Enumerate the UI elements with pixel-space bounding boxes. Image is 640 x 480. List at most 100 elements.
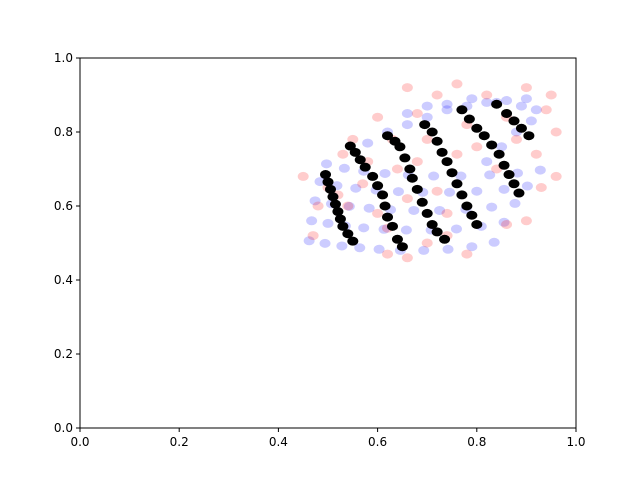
scatter-point: [411, 157, 423, 167]
scatter-point: [400, 225, 412, 235]
scatter-point: [431, 186, 443, 196]
scatter-point: [309, 196, 321, 206]
scatter-point: [501, 96, 513, 106]
scatter-point: [408, 205, 420, 215]
scatter-point: [418, 245, 430, 255]
scatter-point: [511, 168, 523, 178]
scatter-point: [349, 147, 361, 157]
scatter-point: [451, 179, 463, 189]
scatter-point: [441, 208, 453, 218]
scatter-point: [421, 112, 433, 122]
scatter-point: [399, 153, 411, 163]
scatter-point: [434, 205, 446, 215]
scatter-point: [493, 149, 505, 159]
y-tick-label: 0.4: [54, 273, 73, 287]
scatter-point: [463, 114, 475, 124]
scatter-point: [501, 109, 513, 118]
scatter-point: [520, 83, 532, 93]
scatter-point: [342, 229, 354, 239]
scatter-point: [379, 168, 391, 178]
scatter-point: [498, 217, 510, 227]
scatter-point: [545, 90, 557, 100]
scatter-point: [488, 237, 500, 247]
scatter-point: [431, 136, 443, 146]
scatter-point: [491, 99, 503, 109]
scatter-point: [481, 97, 493, 107]
scatter-point: [411, 109, 423, 118]
scatter-point: [329, 199, 341, 209]
scatter-point: [306, 216, 318, 226]
scatter-point: [421, 134, 433, 144]
scatter-point: [391, 234, 403, 244]
scatter-point: [378, 224, 390, 234]
scatter-point: [401, 120, 413, 130]
scatter-point: [421, 208, 433, 218]
plot-area-frame: [79, 57, 577, 429]
scatter-point: [455, 171, 467, 181]
scatter-point: [496, 142, 508, 152]
scatter-point: [508, 179, 520, 189]
scatter-point: [471, 186, 483, 196]
scatter-point: [382, 249, 394, 259]
scatter-point: [419, 120, 431, 130]
scatter-point: [391, 164, 403, 174]
x-tick-label: 0.6: [368, 435, 387, 449]
scatter-point: [530, 149, 542, 159]
scatter-point: [431, 90, 443, 100]
scatter-point: [441, 157, 453, 167]
scatter-point: [382, 212, 394, 222]
scatter-point: [321, 159, 333, 169]
scatter-point: [367, 171, 379, 181]
scatter-point: [471, 142, 483, 152]
scatter-point: [362, 138, 374, 148]
scatter-point: [451, 149, 463, 159]
scatter-point: [406, 173, 418, 183]
scatter-point: [466, 94, 478, 104]
y-tick-label: 0.2: [54, 347, 73, 361]
scatter-point: [523, 131, 535, 141]
scatter-point: [508, 116, 520, 126]
scatter-point: [520, 94, 532, 104]
scatter-point: [363, 203, 375, 213]
scatter-point: [372, 112, 384, 122]
scatter-point: [509, 198, 521, 208]
scatter-point: [357, 179, 369, 189]
scatter-point: [426, 127, 438, 137]
y-axis: 0.0 0.2 0.4 0.6 0.8 1.0: [54, 51, 80, 435]
scatter-point: [421, 238, 433, 248]
scatter-point: [439, 234, 451, 244]
scatter-point: [322, 177, 334, 187]
x-tick-label: 0.4: [269, 435, 288, 449]
scatter-point: [498, 160, 510, 170]
scatter-point: [450, 224, 462, 234]
scatter-point: [431, 227, 443, 237]
scatter-point: [359, 162, 371, 172]
scatter-point: [525, 116, 537, 126]
scatter-point: [510, 134, 522, 144]
scatter-point: [358, 223, 370, 233]
scatter-point: [342, 201, 354, 211]
scatter-point: [461, 201, 473, 211]
scatter-point: [530, 105, 542, 115]
scatter-point: [550, 127, 562, 137]
scatter-point: [354, 243, 366, 253]
scatter-point: [401, 253, 413, 263]
scatter-point: [456, 190, 468, 200]
scatter-point: [513, 188, 525, 198]
x-tick-label: 0.8: [467, 435, 486, 449]
scatter-point: [297, 171, 309, 181]
scatter-point: [343, 201, 355, 211]
scatter-point: [471, 220, 483, 229]
y-tick-label: 0.6: [54, 199, 73, 213]
scatter-point: [379, 201, 391, 211]
scatter-point: [456, 105, 468, 115]
scatter-point: [461, 249, 473, 259]
scatter-point: [486, 140, 498, 150]
scatter-point: [372, 181, 384, 191]
scatter-point: [337, 149, 349, 159]
scatter-point: [401, 194, 413, 204]
scatter-point: [515, 101, 527, 111]
scatter-point: [498, 184, 510, 194]
scatter-point: [404, 164, 416, 174]
